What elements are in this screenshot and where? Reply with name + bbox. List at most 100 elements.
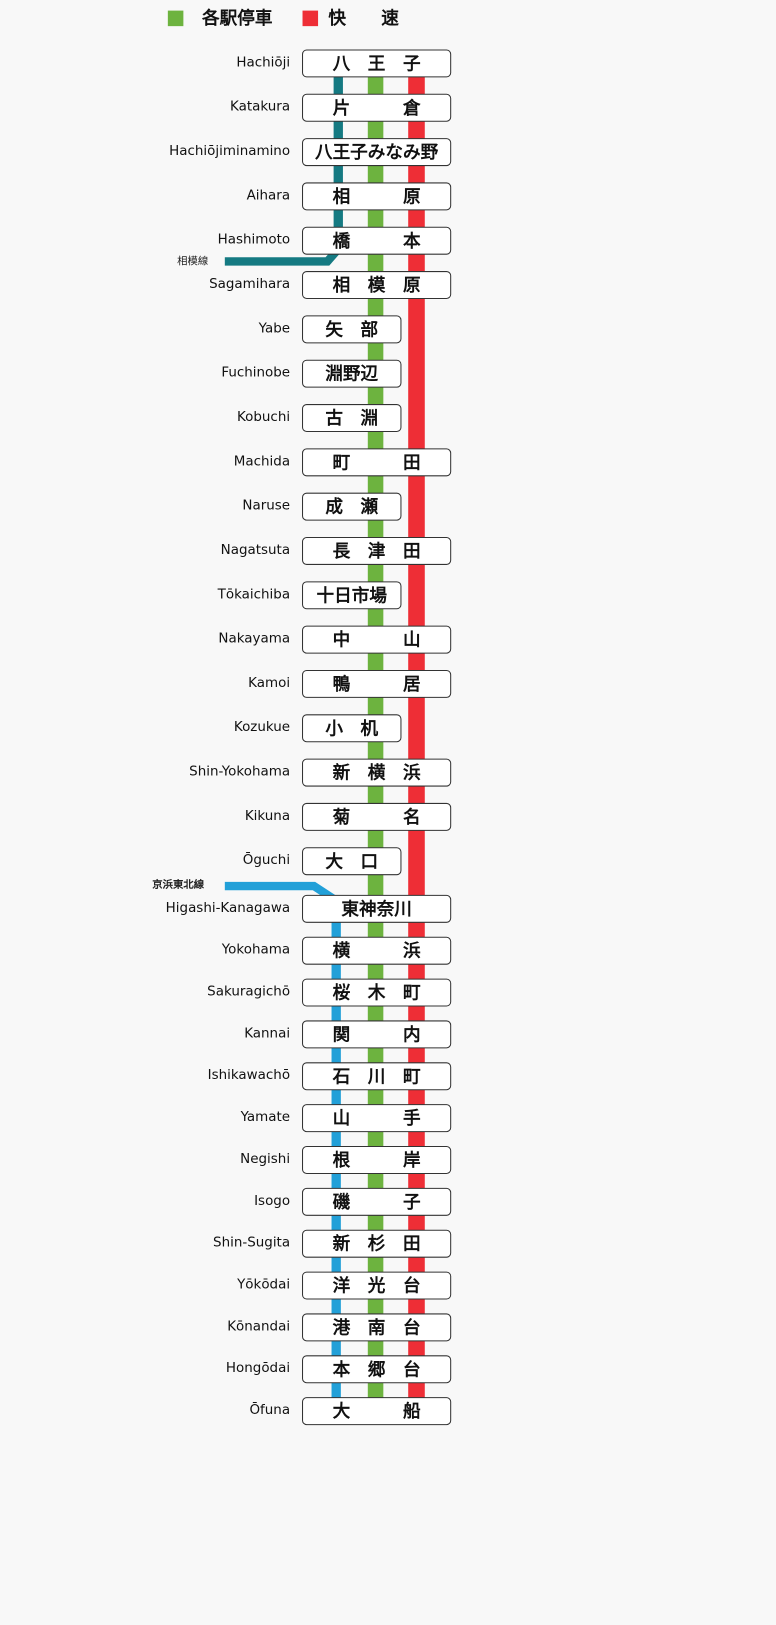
station-name-ja: 八王子みなみ野	[315, 143, 439, 163]
station-box	[302, 448, 452, 477]
station-name-en: Yōkōdai	[236, 1278, 290, 1293]
station-name-en: Negishi	[240, 1152, 290, 1167]
station-name-en: Hashimoto	[218, 233, 290, 248]
station-box	[302, 1104, 452, 1133]
station-name-ja: 本 郷 台	[333, 1359, 421, 1380]
station-name-ja: 相 原	[333, 186, 421, 207]
station-box	[302, 1397, 452, 1426]
station-name-ja: 古 淵	[325, 408, 378, 429]
station-name-en: Fuchinobe	[221, 366, 290, 381]
station-box	[302, 315, 402, 344]
station-name-en: Yokohama	[221, 943, 290, 958]
legend-swatch	[302, 10, 319, 27]
station-box	[302, 1313, 452, 1342]
station-box	[302, 625, 452, 654]
station-box	[302, 404, 402, 433]
station-name-en: Kozukue	[234, 720, 290, 735]
station-box	[302, 492, 402, 521]
branch-label: 相模線	[177, 254, 208, 267]
station-name-ja: 菊 名	[332, 807, 421, 828]
branch-label: 京浜東北線	[152, 878, 204, 891]
station-name-ja: 町 田	[333, 453, 421, 473]
station-box	[302, 802, 452, 831]
station-name-en: Ōguchi	[243, 851, 290, 868]
station-name-en: Sakuragichō	[207, 985, 290, 1000]
station-name-en: Yamate	[240, 1110, 291, 1125]
station-name-en: Nagatsuta	[221, 543, 290, 558]
station-name-en: Kōnandai	[227, 1319, 290, 1334]
station-name-en: Isogo	[254, 1194, 290, 1209]
station-name-en: Shin-Yokohama	[189, 765, 290, 780]
station-box	[302, 182, 452, 211]
station-name-en: Ōfuna	[249, 1401, 290, 1418]
station-name-ja: 関 内	[333, 1024, 421, 1045]
station-name-ja: 成 瀬	[325, 497, 378, 518]
station-name-ja: 八 王 子	[333, 54, 421, 74]
station-name-ja: 洋 光 台	[333, 1276, 421, 1297]
station-name-ja: 山 手	[333, 1108, 421, 1129]
station-name-en: Yabe	[258, 321, 290, 336]
station-name-ja: 横 浜	[333, 941, 421, 962]
station-name-en: Aihara	[247, 188, 291, 203]
station-box	[302, 978, 452, 1007]
station-name-en: Ishikawachō	[208, 1068, 290, 1083]
station-box	[302, 1271, 452, 1300]
station-box	[302, 536, 452, 565]
station-name-en: Katakura	[230, 100, 290, 115]
legend-swatch	[167, 10, 184, 27]
station-name-en: Machida	[234, 454, 290, 469]
station-name-en: Kannai	[244, 1026, 290, 1041]
station-name-ja: 東神奈川	[341, 899, 411, 920]
station-name-en: Higashi-Kanagawa	[166, 901, 290, 916]
station-box	[302, 49, 452, 78]
station-name-ja: 小 机	[325, 718, 378, 739]
station-name-ja: 港 南 台	[333, 1317, 421, 1338]
station-name-ja: 相 模 原	[333, 275, 421, 296]
station-name-ja: 根 岸	[333, 1150, 421, 1171]
stations: 八 王 子 Hachiōji 片 倉 Katakura 八王子みなみ野 Hachiōjim…	[166, 49, 452, 1426]
station-box	[302, 1020, 452, 1049]
station-name-ja: 新 杉 田	[333, 1234, 421, 1255]
station-name-ja: 新 横 浜	[333, 763, 421, 784]
station-name-en: Hachiōjiminamino	[169, 144, 290, 159]
station-name-ja: 長 津 田	[333, 541, 421, 562]
station-name-ja: 橋 本	[333, 231, 421, 252]
station-name-ja: 大 船	[333, 1401, 421, 1422]
station-box	[302, 1062, 452, 1091]
station-box	[302, 1187, 452, 1216]
station-box	[302, 271, 452, 300]
station-box	[302, 669, 452, 698]
station-name-en: Naruse	[242, 499, 290, 514]
station-box	[302, 758, 452, 787]
station-box	[302, 138, 452, 167]
station-name-en: Tōkaichiba	[217, 587, 290, 602]
station-box	[302, 936, 452, 965]
station-name-ja: 磯 子	[333, 1192, 421, 1213]
station-name-en: Kobuchi	[237, 410, 290, 425]
station-name-en: Kamoi	[248, 676, 290, 691]
station-box	[302, 93, 452, 122]
station-name-en: Shin-Sugita	[213, 1236, 290, 1251]
station-name-en: Nakayama	[218, 632, 290, 647]
station-box	[302, 894, 452, 923]
legend-label: 快 速	[328, 8, 399, 29]
station-name-ja: 中 山	[333, 630, 421, 651]
station-box	[302, 359, 402, 388]
legend-label: 各駅停車	[201, 8, 273, 29]
station-box	[302, 581, 402, 610]
station-box	[302, 1146, 452, 1174]
station-name-ja: 十日市場	[317, 585, 388, 606]
station-name-ja: 鴨 居	[333, 674, 421, 695]
station-name-en: Hongōdai	[226, 1361, 290, 1376]
station-name-ja: 矢 部	[325, 319, 378, 340]
station-box	[302, 1229, 452, 1258]
station-name-en: Sagamihara	[209, 277, 290, 292]
station-box	[302, 847, 402, 876]
station-name-ja: 桜 木 町	[333, 983, 421, 1004]
station-name-en: Kikuna	[245, 809, 290, 824]
station-name-ja: 片 倉	[333, 98, 421, 119]
station-name-ja: 大 口	[325, 851, 378, 872]
station-box	[302, 714, 402, 743]
